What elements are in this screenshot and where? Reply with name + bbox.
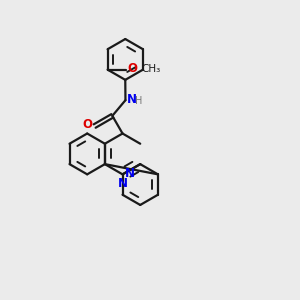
Text: N: N <box>118 178 128 190</box>
Text: O: O <box>128 62 137 75</box>
Text: CH₃: CH₃ <box>141 64 160 74</box>
Text: N: N <box>127 93 137 106</box>
Text: N: N <box>125 167 135 180</box>
Text: O: O <box>82 118 92 131</box>
Text: H: H <box>135 96 142 106</box>
